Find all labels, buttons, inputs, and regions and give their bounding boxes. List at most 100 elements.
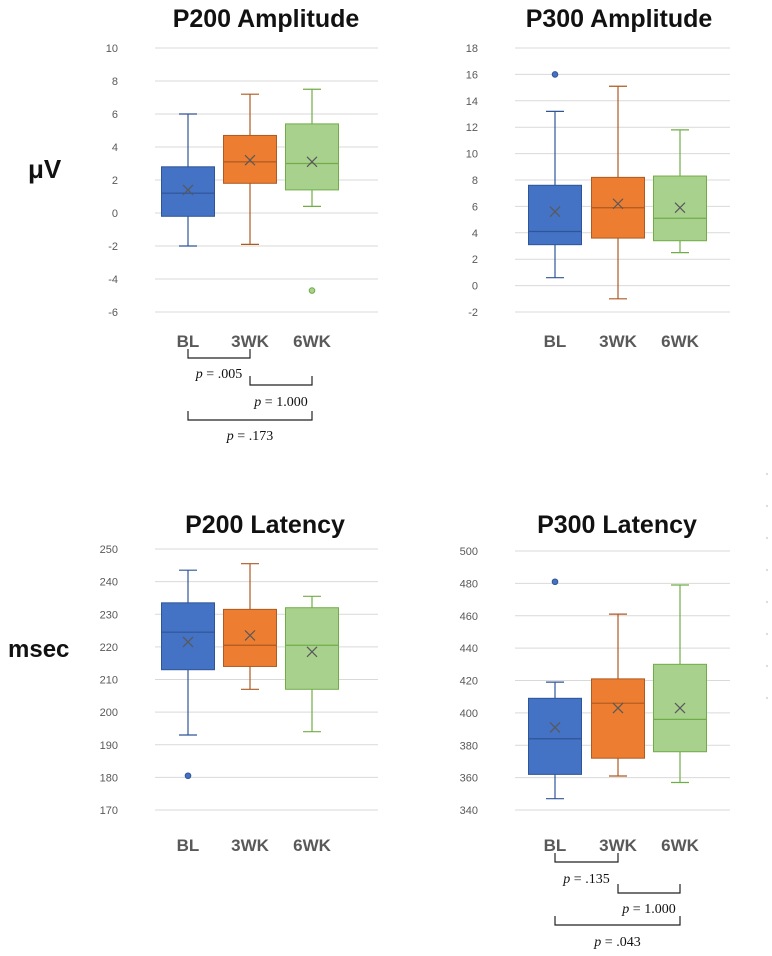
x-category-label: 6WK — [661, 836, 700, 855]
x-category-label: BL — [544, 836, 567, 855]
x-category-label: BL — [177, 836, 200, 855]
mean-marker — [674, 202, 686, 214]
y-tick-label: 2 — [112, 175, 118, 187]
mean-marker — [306, 156, 318, 168]
comparison-bracket: p = .005 — [187, 349, 251, 382]
x-category-label: 3WK — [599, 836, 638, 855]
y-tick-label: 0 — [112, 208, 118, 220]
p-value-label: p = 1.000 — [253, 395, 307, 410]
y-tick-label: 16 — [466, 69, 478, 81]
y-tick-label: 420 — [460, 676, 478, 688]
y-tick-label: 4 — [472, 228, 478, 240]
y-tick-label: 8 — [112, 76, 118, 88]
mean-marker — [674, 702, 686, 714]
box-3wk — [591, 613, 645, 777]
chart-title: P200 Amplitude — [173, 5, 360, 33]
y-tick-label: -4 — [108, 274, 118, 286]
x-category-label: BL — [177, 332, 200, 351]
y-tick-label: 10 — [466, 149, 478, 161]
iqr-box — [161, 602, 215, 671]
iqr-box — [285, 123, 339, 191]
iqr-box — [161, 166, 215, 217]
comparison-bracket: p = 1.000 — [249, 376, 313, 410]
box-6wk — [653, 129, 707, 254]
mean-marker — [549, 722, 561, 733]
bracket-line — [554, 853, 619, 863]
y-tick-label: 8 — [472, 175, 478, 187]
box-bl — [528, 71, 582, 279]
chart-panel: P300 Amplitude -2 0 2 4 6 8 10 12 14 16 18 BL 3WK 6WK — [466, 5, 730, 351]
outlier-point — [551, 578, 559, 586]
box-3wk — [223, 93, 277, 245]
outlier-point — [551, 71, 559, 78]
mean-marker — [182, 184, 194, 196]
y-tick-label: 190 — [100, 740, 118, 752]
chart-title: P200 Latency — [185, 511, 345, 539]
y-tick-label: 460 — [460, 611, 478, 623]
p-value-label: p = .043 — [593, 935, 640, 950]
y-tick-label: 200 — [100, 707, 118, 719]
y-tick-label: 14 — [466, 96, 478, 108]
y-tick-label: 340 — [460, 805, 478, 817]
y-tick-label: 480 — [460, 578, 478, 590]
y-tick-label: -6 — [108, 307, 118, 319]
box-bl — [528, 578, 582, 800]
chart-title: P300 Latency — [537, 511, 697, 539]
y-tick-label: 240 — [100, 577, 118, 589]
outlier-point — [184, 772, 192, 780]
x-category-label: 3WK — [231, 332, 270, 351]
chart-title: P300 Amplitude — [526, 5, 713, 33]
chart-panel: P300 Latency 340 360 380 400 420 440 460 480 500 B… — [460, 511, 730, 950]
p-value-label: p = 1.000 — [621, 902, 675, 917]
box-3wk — [591, 85, 645, 300]
latency-unit-label: msec — [8, 636, 69, 663]
iqr-box — [591, 678, 645, 759]
p-value-label: p = .005 — [195, 367, 242, 382]
mean-marker — [612, 198, 624, 210]
y-tick-label: 400 — [460, 708, 478, 720]
box-6wk — [285, 88, 339, 294]
y-tick-label: 230 — [100, 609, 118, 621]
mean-marker — [306, 646, 318, 658]
y-tick-label: 180 — [100, 772, 118, 784]
y-tick-label: -2 — [108, 241, 118, 253]
chart-panels: P200 Amplitude -6 -4 -2 0 2 4 6 8 10 BL 3WK 6WK p = .… — [100, 5, 768, 950]
bracket-line — [187, 411, 313, 421]
mean-marker — [244, 630, 256, 641]
y-tick-label: 440 — [460, 643, 478, 655]
y-tick-label: -2 — [468, 307, 478, 319]
y-tick-label: 18 — [466, 43, 478, 55]
bracket-line — [554, 916, 681, 926]
box-bl — [161, 113, 215, 247]
outlier-point — [308, 287, 316, 294]
y-tick-label: 4 — [112, 142, 118, 154]
chart-panel: P200 Amplitude -6 -4 -2 0 2 4 6 8 10 BL 3WK 6WK p = .… — [106, 5, 378, 444]
comparison-bracket: p = .043 — [554, 916, 681, 950]
mean-marker — [549, 206, 561, 218]
y-tick-label: 500 — [460, 546, 478, 558]
amplitude-unit-label: μV — [28, 154, 62, 184]
mean-marker — [612, 702, 624, 714]
box-6wk — [285, 595, 339, 733]
comparison-bracket: p = 1.000 — [617, 884, 681, 917]
iqr-box — [223, 608, 277, 667]
y-tick-label: 2 — [472, 254, 478, 266]
bracket-line — [617, 884, 681, 894]
y-tick-label: 380 — [460, 740, 478, 752]
bracket-line — [187, 349, 251, 359]
x-category-label: 3WK — [231, 836, 270, 855]
y-tick-label: 6 — [472, 201, 478, 213]
y-tick-label: 10 — [106, 43, 118, 55]
box-6wk — [653, 584, 707, 784]
box-bl — [161, 569, 215, 780]
chart-panel: P200 Latency 170 180 190 200 210 220 230 240 250 B… — [100, 511, 378, 855]
y-tick-label: 210 — [100, 675, 118, 687]
iqr-box — [528, 697, 582, 775]
box-3wk — [223, 563, 277, 690]
y-tick-label: 0 — [472, 281, 478, 293]
p-value-label: p = .173 — [226, 429, 273, 444]
x-category-label: 6WK — [293, 836, 332, 855]
y-tick-label: 220 — [100, 642, 118, 654]
edge-marks — [766, 473, 768, 699]
